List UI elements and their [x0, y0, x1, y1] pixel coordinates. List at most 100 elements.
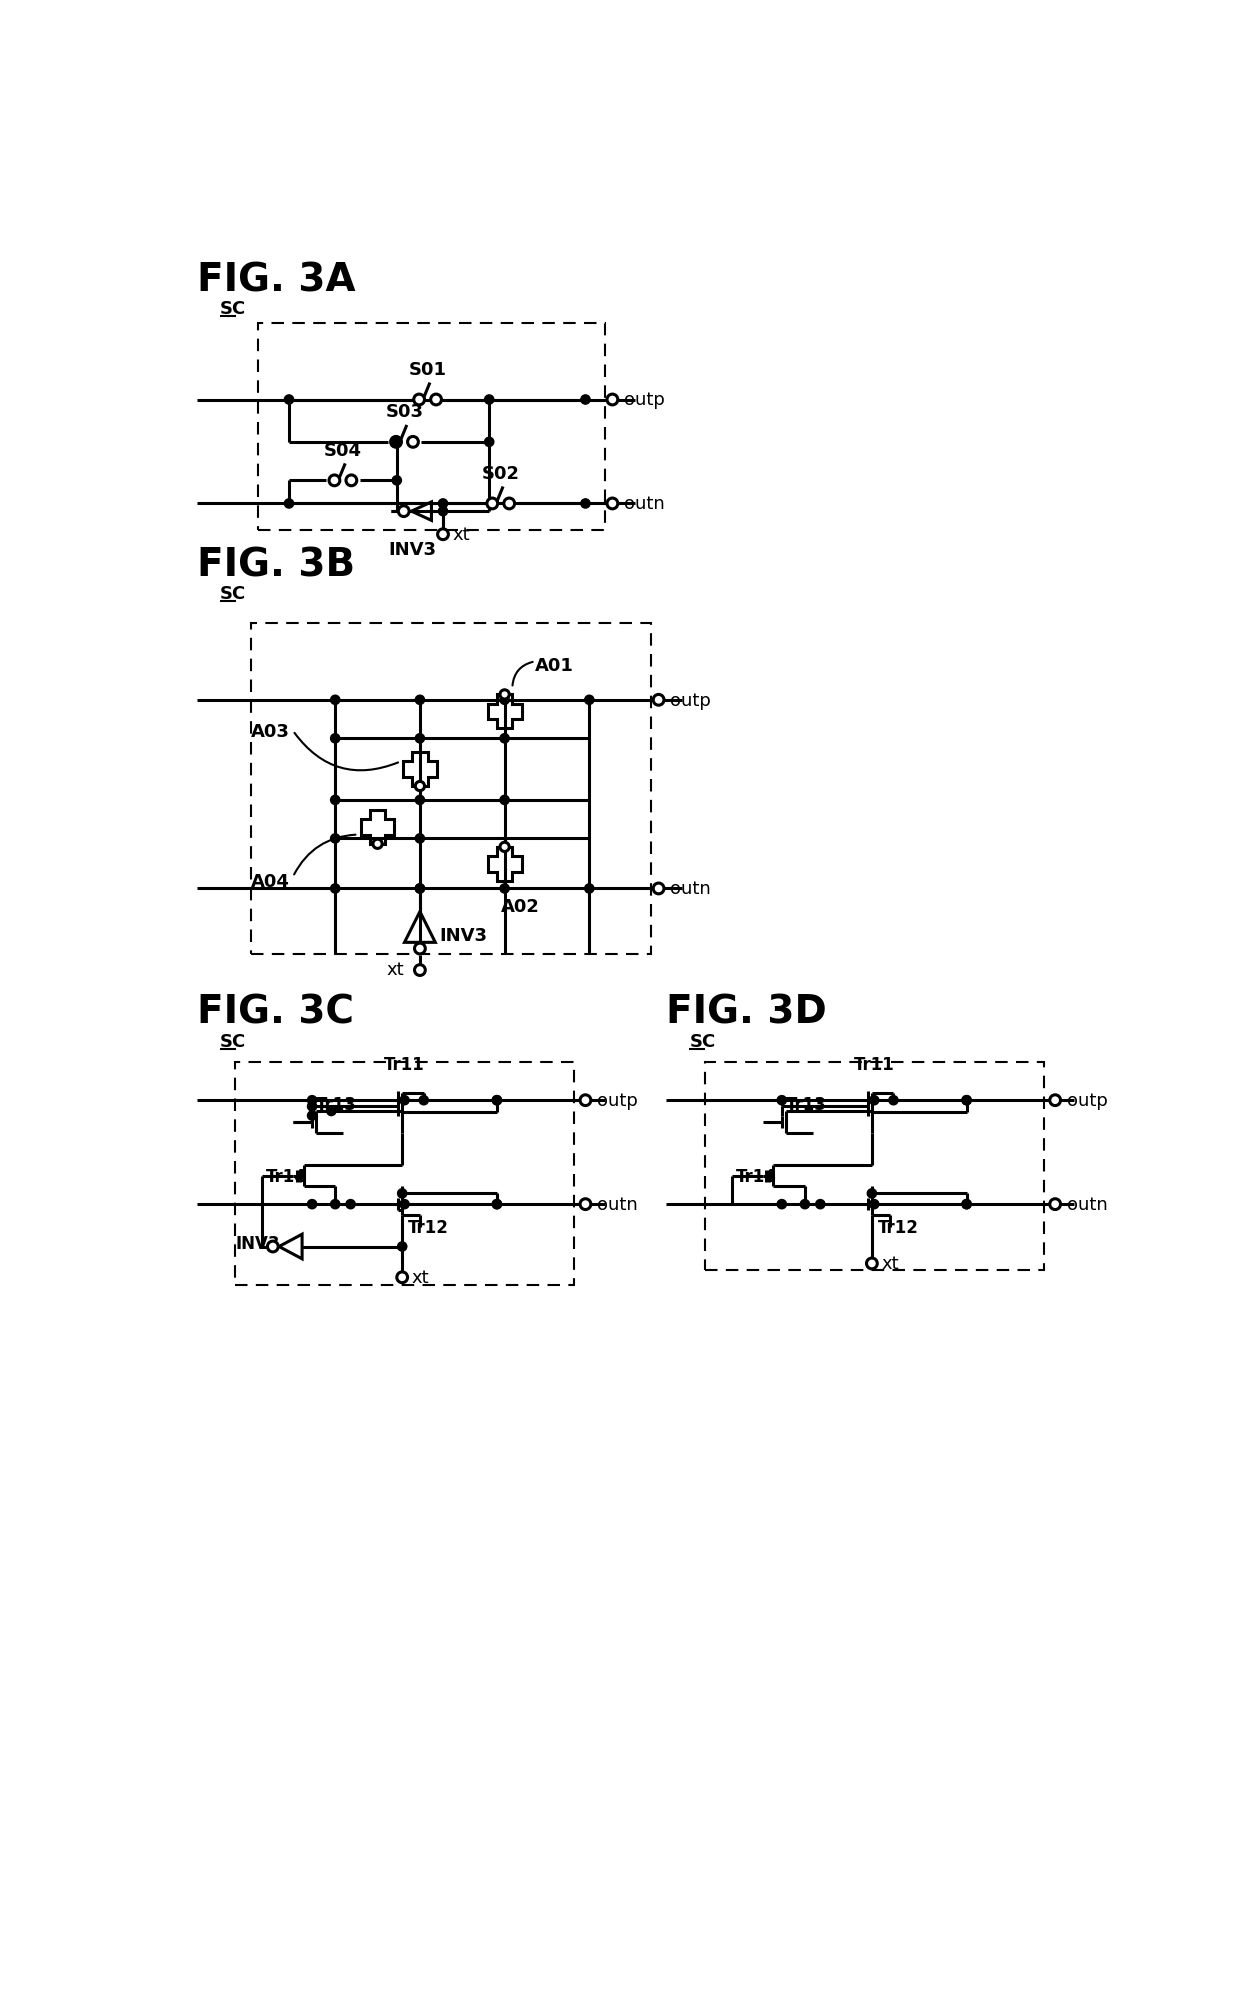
- Circle shape: [439, 507, 448, 517]
- Circle shape: [415, 885, 424, 893]
- Circle shape: [268, 1241, 278, 1253]
- FancyArrowPatch shape: [294, 734, 398, 772]
- Circle shape: [580, 396, 590, 406]
- Circle shape: [608, 499, 618, 509]
- Circle shape: [608, 396, 618, 406]
- Text: Tr13: Tr13: [316, 1096, 357, 1114]
- Text: outp: outp: [624, 392, 665, 410]
- Circle shape: [346, 1199, 355, 1209]
- Circle shape: [962, 1096, 971, 1106]
- Circle shape: [867, 1259, 877, 1269]
- Circle shape: [284, 499, 294, 509]
- Text: outn: outn: [1066, 1195, 1107, 1213]
- Circle shape: [430, 396, 441, 406]
- Circle shape: [415, 696, 424, 704]
- Circle shape: [331, 885, 340, 893]
- Text: S02: S02: [482, 465, 520, 483]
- Text: SC: SC: [219, 300, 246, 318]
- Circle shape: [398, 1243, 407, 1251]
- Circle shape: [373, 839, 382, 849]
- Circle shape: [816, 1199, 825, 1209]
- Text: INV3: INV3: [439, 927, 487, 945]
- Circle shape: [415, 782, 424, 792]
- Text: xt: xt: [453, 525, 470, 543]
- Text: xt: xt: [387, 961, 404, 979]
- Text: outp: outp: [596, 1092, 637, 1110]
- Text: Tr13: Tr13: [786, 1096, 827, 1114]
- Circle shape: [414, 396, 424, 406]
- Circle shape: [346, 475, 357, 487]
- Circle shape: [408, 438, 418, 448]
- Text: outn: outn: [670, 879, 711, 897]
- Text: outp: outp: [670, 692, 711, 710]
- Text: xt: xt: [412, 1269, 429, 1287]
- Text: xt: xt: [882, 1255, 899, 1273]
- Circle shape: [500, 690, 510, 700]
- Circle shape: [492, 1199, 501, 1209]
- Text: S04: S04: [324, 442, 362, 459]
- Circle shape: [653, 883, 663, 895]
- Circle shape: [438, 529, 449, 541]
- Text: A01: A01: [536, 656, 574, 674]
- Circle shape: [962, 1199, 971, 1209]
- Circle shape: [284, 396, 294, 406]
- Circle shape: [398, 1189, 407, 1199]
- Circle shape: [439, 499, 448, 509]
- Circle shape: [392, 438, 402, 448]
- Text: S01: S01: [409, 360, 446, 378]
- Text: outp: outp: [1066, 1092, 1107, 1110]
- Circle shape: [492, 1096, 501, 1106]
- Text: SC: SC: [219, 1032, 246, 1050]
- Circle shape: [869, 1199, 879, 1209]
- Text: FIG. 3A: FIG. 3A: [197, 263, 355, 300]
- Text: INV3: INV3: [236, 1233, 279, 1251]
- Circle shape: [800, 1199, 810, 1209]
- Text: Tr11: Tr11: [384, 1056, 425, 1074]
- Circle shape: [414, 965, 425, 977]
- Text: outn: outn: [596, 1195, 637, 1213]
- Circle shape: [331, 833, 340, 843]
- Circle shape: [777, 1096, 786, 1106]
- Circle shape: [500, 734, 510, 744]
- Circle shape: [392, 477, 402, 485]
- Text: outn: outn: [624, 495, 665, 513]
- Circle shape: [485, 438, 494, 448]
- Circle shape: [585, 696, 594, 704]
- Text: INV3: INV3: [388, 541, 436, 559]
- Text: FIG. 3B: FIG. 3B: [197, 547, 355, 585]
- Circle shape: [653, 694, 663, 706]
- Text: A02: A02: [501, 897, 539, 915]
- Circle shape: [500, 843, 510, 851]
- Circle shape: [308, 1096, 316, 1106]
- Text: FIG. 3D: FIG. 3D: [666, 993, 827, 1030]
- Circle shape: [397, 1273, 408, 1283]
- Circle shape: [415, 734, 424, 744]
- Text: SC: SC: [219, 585, 246, 603]
- Circle shape: [777, 1199, 786, 1209]
- Text: Tr14: Tr14: [735, 1168, 776, 1185]
- Circle shape: [500, 885, 510, 893]
- Circle shape: [398, 507, 409, 517]
- Circle shape: [867, 1189, 877, 1199]
- Circle shape: [329, 475, 340, 487]
- Circle shape: [331, 696, 340, 704]
- Circle shape: [492, 1199, 501, 1209]
- Circle shape: [500, 796, 510, 806]
- Text: Tr12: Tr12: [878, 1219, 919, 1237]
- Circle shape: [503, 499, 515, 509]
- Circle shape: [415, 796, 424, 806]
- Circle shape: [487, 499, 497, 509]
- FancyArrowPatch shape: [294, 835, 356, 875]
- Circle shape: [415, 885, 424, 893]
- Circle shape: [308, 1102, 316, 1112]
- FancyArrowPatch shape: [512, 662, 533, 686]
- Circle shape: [889, 1096, 898, 1106]
- Circle shape: [415, 833, 424, 843]
- Text: SC: SC: [689, 1032, 715, 1050]
- Circle shape: [399, 1096, 409, 1106]
- Circle shape: [308, 1112, 316, 1120]
- Circle shape: [399, 1199, 409, 1209]
- Circle shape: [1050, 1199, 1060, 1209]
- Text: FIG. 3C: FIG. 3C: [197, 993, 353, 1030]
- Circle shape: [962, 1096, 971, 1106]
